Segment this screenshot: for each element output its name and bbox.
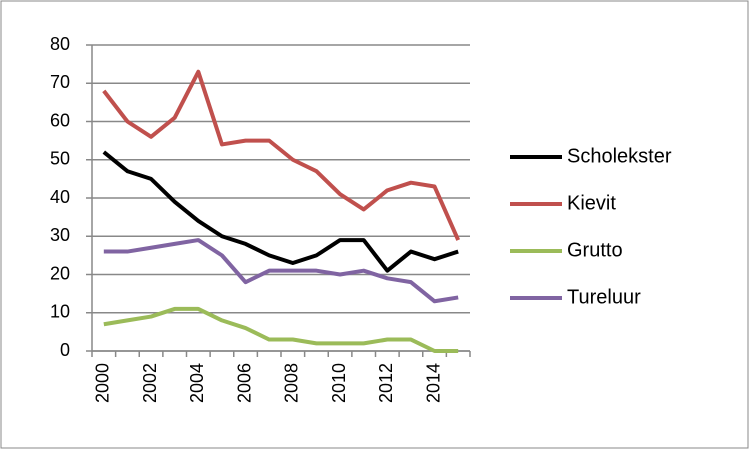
x-tick-label: 2012 (376, 363, 396, 403)
y-tick-label: 0 (60, 340, 70, 360)
series-line (103, 238, 459, 304)
x-tick-label: 2002 (140, 363, 160, 403)
legend-label: Tureluur (567, 286, 641, 308)
y-tick-label: 80 (50, 34, 70, 54)
y-tick-label: 20 (50, 263, 70, 283)
x-tick-label: 2010 (329, 363, 349, 403)
series-line (102, 69, 461, 241)
y-tick-label: 50 (50, 149, 70, 169)
x-tick-label: 2014 (423, 363, 443, 403)
y-tick-label: 70 (50, 72, 70, 92)
legend-label: Grutto (567, 239, 623, 261)
x-tick-label: 2008 (282, 363, 302, 403)
legend-label: Scholekster (567, 145, 672, 167)
y-tick-label: 40 (50, 187, 70, 207)
legend-label: Kievit (567, 192, 616, 214)
series-line (102, 150, 459, 273)
series-line (103, 306, 459, 353)
x-tick-label: 2004 (187, 363, 207, 403)
y-tick-label: 30 (50, 225, 70, 245)
y-tick-label: 10 (50, 302, 70, 322)
x-tick-label: 2000 (93, 363, 113, 403)
x-tick-label: 2006 (234, 363, 254, 403)
y-tick-label: 60 (50, 110, 70, 130)
